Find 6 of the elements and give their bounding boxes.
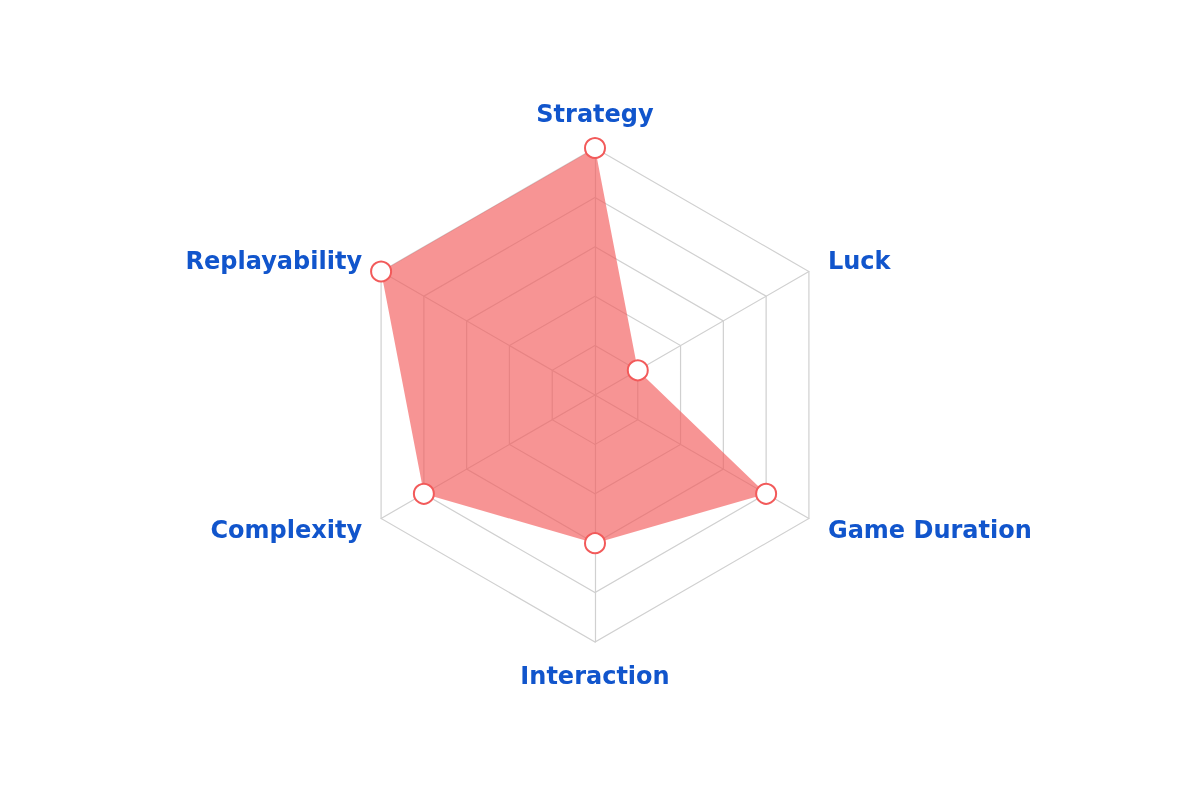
spoke-label: Replayability — [185, 246, 363, 275]
spoke-label: Interaction — [520, 662, 670, 690]
spoke-label: Complexity — [210, 515, 363, 544]
spoke-label: Luck — [827, 246, 892, 275]
spoke-label: Game Duration — [827, 515, 1032, 544]
spoke-label: Strategy — [536, 100, 655, 128]
